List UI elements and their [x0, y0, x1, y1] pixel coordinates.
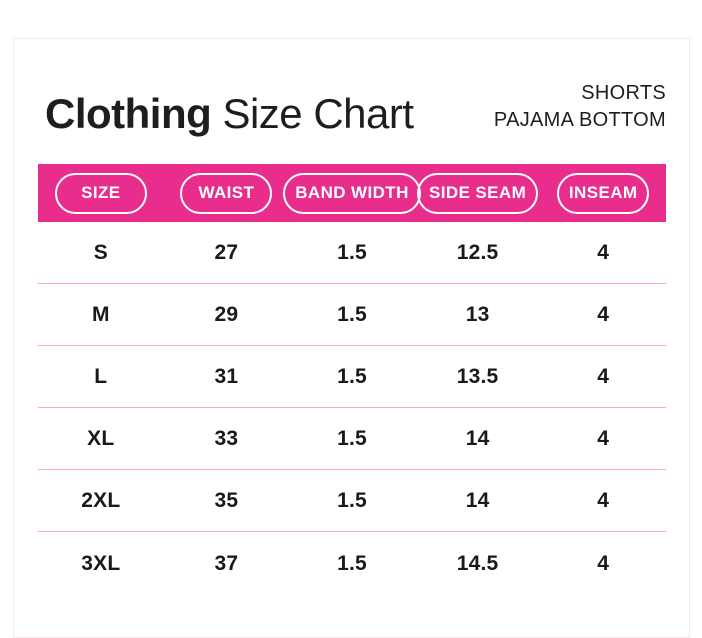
column-header-pill-inseam: INSEAM — [556, 172, 650, 214]
table-row-3xl: 3XL 37 1.5 14.5 4 — [38, 532, 666, 596]
page-title: Clothing Size Chart — [45, 89, 414, 137]
cell-band-width: 1.5 — [337, 426, 367, 450]
size-chart-card: Clothing Size Chart SHORTS PAJAMA BOTTOM… — [13, 38, 690, 638]
card-header: Clothing Size Chart SHORTS PAJAMA BOTTOM — [14, 39, 689, 136]
size-table: SIZE WAIST BAND WIDTH SIDE SEAM INSEAM S… — [38, 164, 666, 596]
cell-inseam: 4 — [597, 240, 610, 264]
cell-size: 3XL — [81, 552, 121, 575]
cell-waist: 29 — [214, 302, 239, 326]
cell-band-width: 1.5 — [337, 552, 367, 575]
column-header-pill-waist: WAIST — [180, 172, 273, 214]
cell-size: 2XL — [81, 488, 121, 512]
cell-band-width: 1.5 — [337, 302, 367, 326]
cell-size: L — [94, 364, 108, 388]
cell-inseam: 4 — [597, 302, 610, 326]
cell-band-width: 1.5 — [337, 364, 367, 388]
cell-side-seam: 14.5 — [456, 552, 499, 575]
product-type-label: SHORTS PAJAMA BOTTOM — [494, 80, 666, 136]
cell-size: S — [93, 240, 108, 264]
cell-band-width: 1.5 — [337, 240, 367, 264]
cell-waist: 37 — [214, 552, 239, 575]
cell-inseam: 4 — [597, 488, 610, 512]
cell-side-seam: 13.5 — [456, 364, 499, 388]
cell-side-seam: 14 — [465, 426, 490, 450]
cell-side-seam: 14 — [465, 488, 490, 512]
table-header-row: SIZE WAIST BAND WIDTH SIDE SEAM INSEAM — [38, 164, 666, 222]
cell-inseam: 4 — [597, 552, 610, 575]
cell-size: M — [91, 302, 110, 326]
cell-band-width: 1.5 — [337, 488, 367, 512]
table-row-xl: XL 33 1.5 14 4 — [38, 408, 666, 470]
cell-waist: 33 — [214, 426, 239, 450]
cell-waist: 35 — [214, 488, 239, 512]
cell-side-seam: 12.5 — [456, 240, 499, 264]
product-type-line-pajama-bottom: PAJAMA BOTTOM — [493, 109, 666, 131]
cell-side-seam: 13 — [465, 302, 490, 326]
cell-waist: 31 — [214, 364, 239, 388]
table-row-2xl: 2XL 35 1.5 14 4 — [38, 470, 666, 532]
cell-inseam: 4 — [597, 364, 610, 388]
product-type-line-shorts: SHORTS — [581, 82, 666, 104]
column-header-pill-size: SIZE — [54, 172, 147, 214]
column-header-pill-side-seam: SIDE SEAM — [417, 172, 539, 214]
table-row-l: L 31 1.5 13.5 4 — [38, 346, 666, 408]
table-row-s: S 27 1.5 12.5 4 — [38, 222, 666, 284]
cell-inseam: 4 — [597, 426, 610, 450]
cell-waist: 27 — [214, 240, 239, 264]
title-words-size-chart: Size Chart — [222, 89, 414, 137]
cell-size: XL — [87, 426, 115, 450]
title-word-clothing: Clothing — [45, 89, 212, 137]
table-row-m: M 29 1.5 13 4 — [38, 284, 666, 346]
column-header-pill-band-width: BAND WIDTH — [283, 172, 421, 214]
